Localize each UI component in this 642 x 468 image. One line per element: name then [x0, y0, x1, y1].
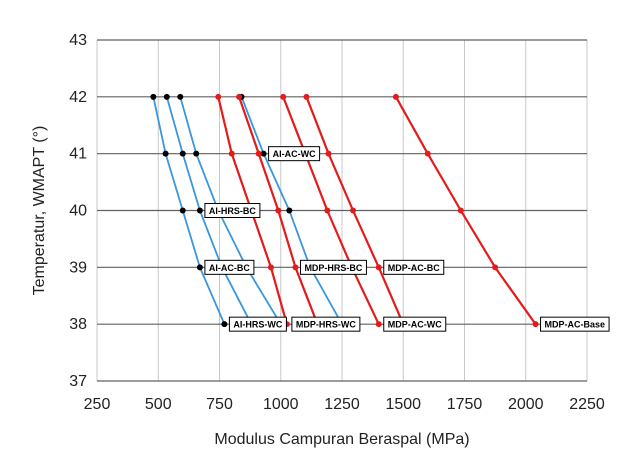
x-tick-label: 500 [145, 396, 172, 413]
label-layer: AI-AC-WC AI-HRS-BC AI-AC-BC MDP-HRS-BC MDP-A… [204, 146, 610, 332]
data-point [286, 207, 293, 214]
y-tick-label: 39 [69, 259, 87, 276]
series-label: MDP-AC-BC [383, 259, 445, 275]
data-point [457, 207, 464, 214]
y-tick-label: 42 [69, 89, 87, 106]
series-mdp-ac-base [392, 93, 539, 328]
data-point [228, 150, 235, 157]
series-label-text: AI-HRS-WC [233, 320, 282, 330]
series-label-text: MDP-AC-WC [388, 320, 442, 330]
series-label-text: MDP-AC-Base [545, 320, 606, 330]
data-point [532, 321, 539, 328]
data-point [162, 150, 169, 157]
series-label-text: AI-AC-WC [273, 149, 316, 159]
series-label: AI-AC-BC [204, 259, 255, 275]
data-point [275, 207, 282, 214]
data-point [193, 150, 200, 157]
y-tick-label: 43 [69, 32, 87, 49]
axis-layer: 37 38 39 40 41 42 43 250 500 750 1000 1250 1500 1750 2… [69, 32, 605, 413]
data-point [196, 207, 203, 214]
series-label-text: MDP-HRS-WC [296, 320, 356, 330]
data-point [324, 207, 331, 214]
series-label-text: MDP-AC-BC [388, 263, 440, 273]
x-axis-title: Modulus Campuran Beraspal (MPa) [214, 431, 469, 448]
x-tick-label: 1500 [385, 396, 421, 413]
data-point [163, 93, 170, 100]
series-label-text: AI-HRS-BC [209, 206, 256, 216]
series-label-box [204, 259, 255, 275]
data-point [179, 150, 186, 157]
y-tick-label: 41 [69, 146, 87, 163]
series-label-box [540, 316, 610, 332]
series-label-box [291, 316, 361, 332]
data-point [260, 150, 267, 157]
data-point [255, 150, 262, 157]
y-tick-label: 40 [69, 203, 87, 220]
series-label-text: MDP-HRS-BC [304, 263, 362, 273]
data-point [375, 264, 382, 271]
series-label-box [204, 203, 261, 218]
series-mdp-ac-bc [303, 93, 407, 328]
data-point [236, 93, 243, 100]
data-point [177, 93, 184, 100]
data-point [280, 93, 287, 100]
series-label: MDP-HRS-WC [291, 316, 361, 332]
y-tick-label: 38 [69, 316, 87, 333]
data-point [267, 264, 274, 271]
data-point [350, 207, 357, 214]
series-label: AI-HRS-WC [228, 316, 287, 332]
data-point [292, 264, 299, 271]
x-tick-label: 1000 [263, 396, 299, 413]
data-point [325, 150, 332, 157]
data-point [215, 93, 222, 100]
data-point [424, 150, 431, 157]
data-point [221, 321, 228, 328]
x-tick-label: 1750 [447, 396, 483, 413]
data-point [303, 93, 310, 100]
data-point [150, 93, 157, 100]
data-point [196, 264, 203, 271]
series-label-box [299, 259, 367, 275]
x-tick-label: 2250 [569, 396, 605, 413]
y-tick-label: 37 [69, 373, 87, 390]
series-label: MDP-HRS-BC [299, 259, 367, 275]
series-layer [150, 93, 539, 328]
data-point [492, 264, 499, 271]
series-ai-hrs-wc [150, 93, 228, 328]
data-point [179, 207, 186, 214]
grid-layer [96, 39, 588, 382]
series-label-text: AI-AC-BC [209, 263, 250, 273]
series-label: MDP-AC-Base [540, 316, 610, 332]
x-tick-label: 2000 [508, 396, 544, 413]
series-label-box [383, 259, 445, 275]
data-point [392, 93, 399, 100]
series-label: MDP-AC-WC [383, 316, 447, 332]
x-tick-label: 750 [206, 396, 233, 413]
x-tick-label: 250 [84, 396, 111, 413]
series-label-box [228, 316, 287, 332]
series-label: AI-AC-WC [268, 146, 321, 162]
series-label: AI-HRS-BC [204, 203, 261, 218]
y-axis-title: Temperatur, WMAPT (°) [31, 126, 48, 296]
x-tick-label: 1250 [324, 396, 360, 413]
series-label-box [383, 316, 447, 332]
series-label-box [268, 146, 321, 162]
data-point [375, 321, 382, 328]
